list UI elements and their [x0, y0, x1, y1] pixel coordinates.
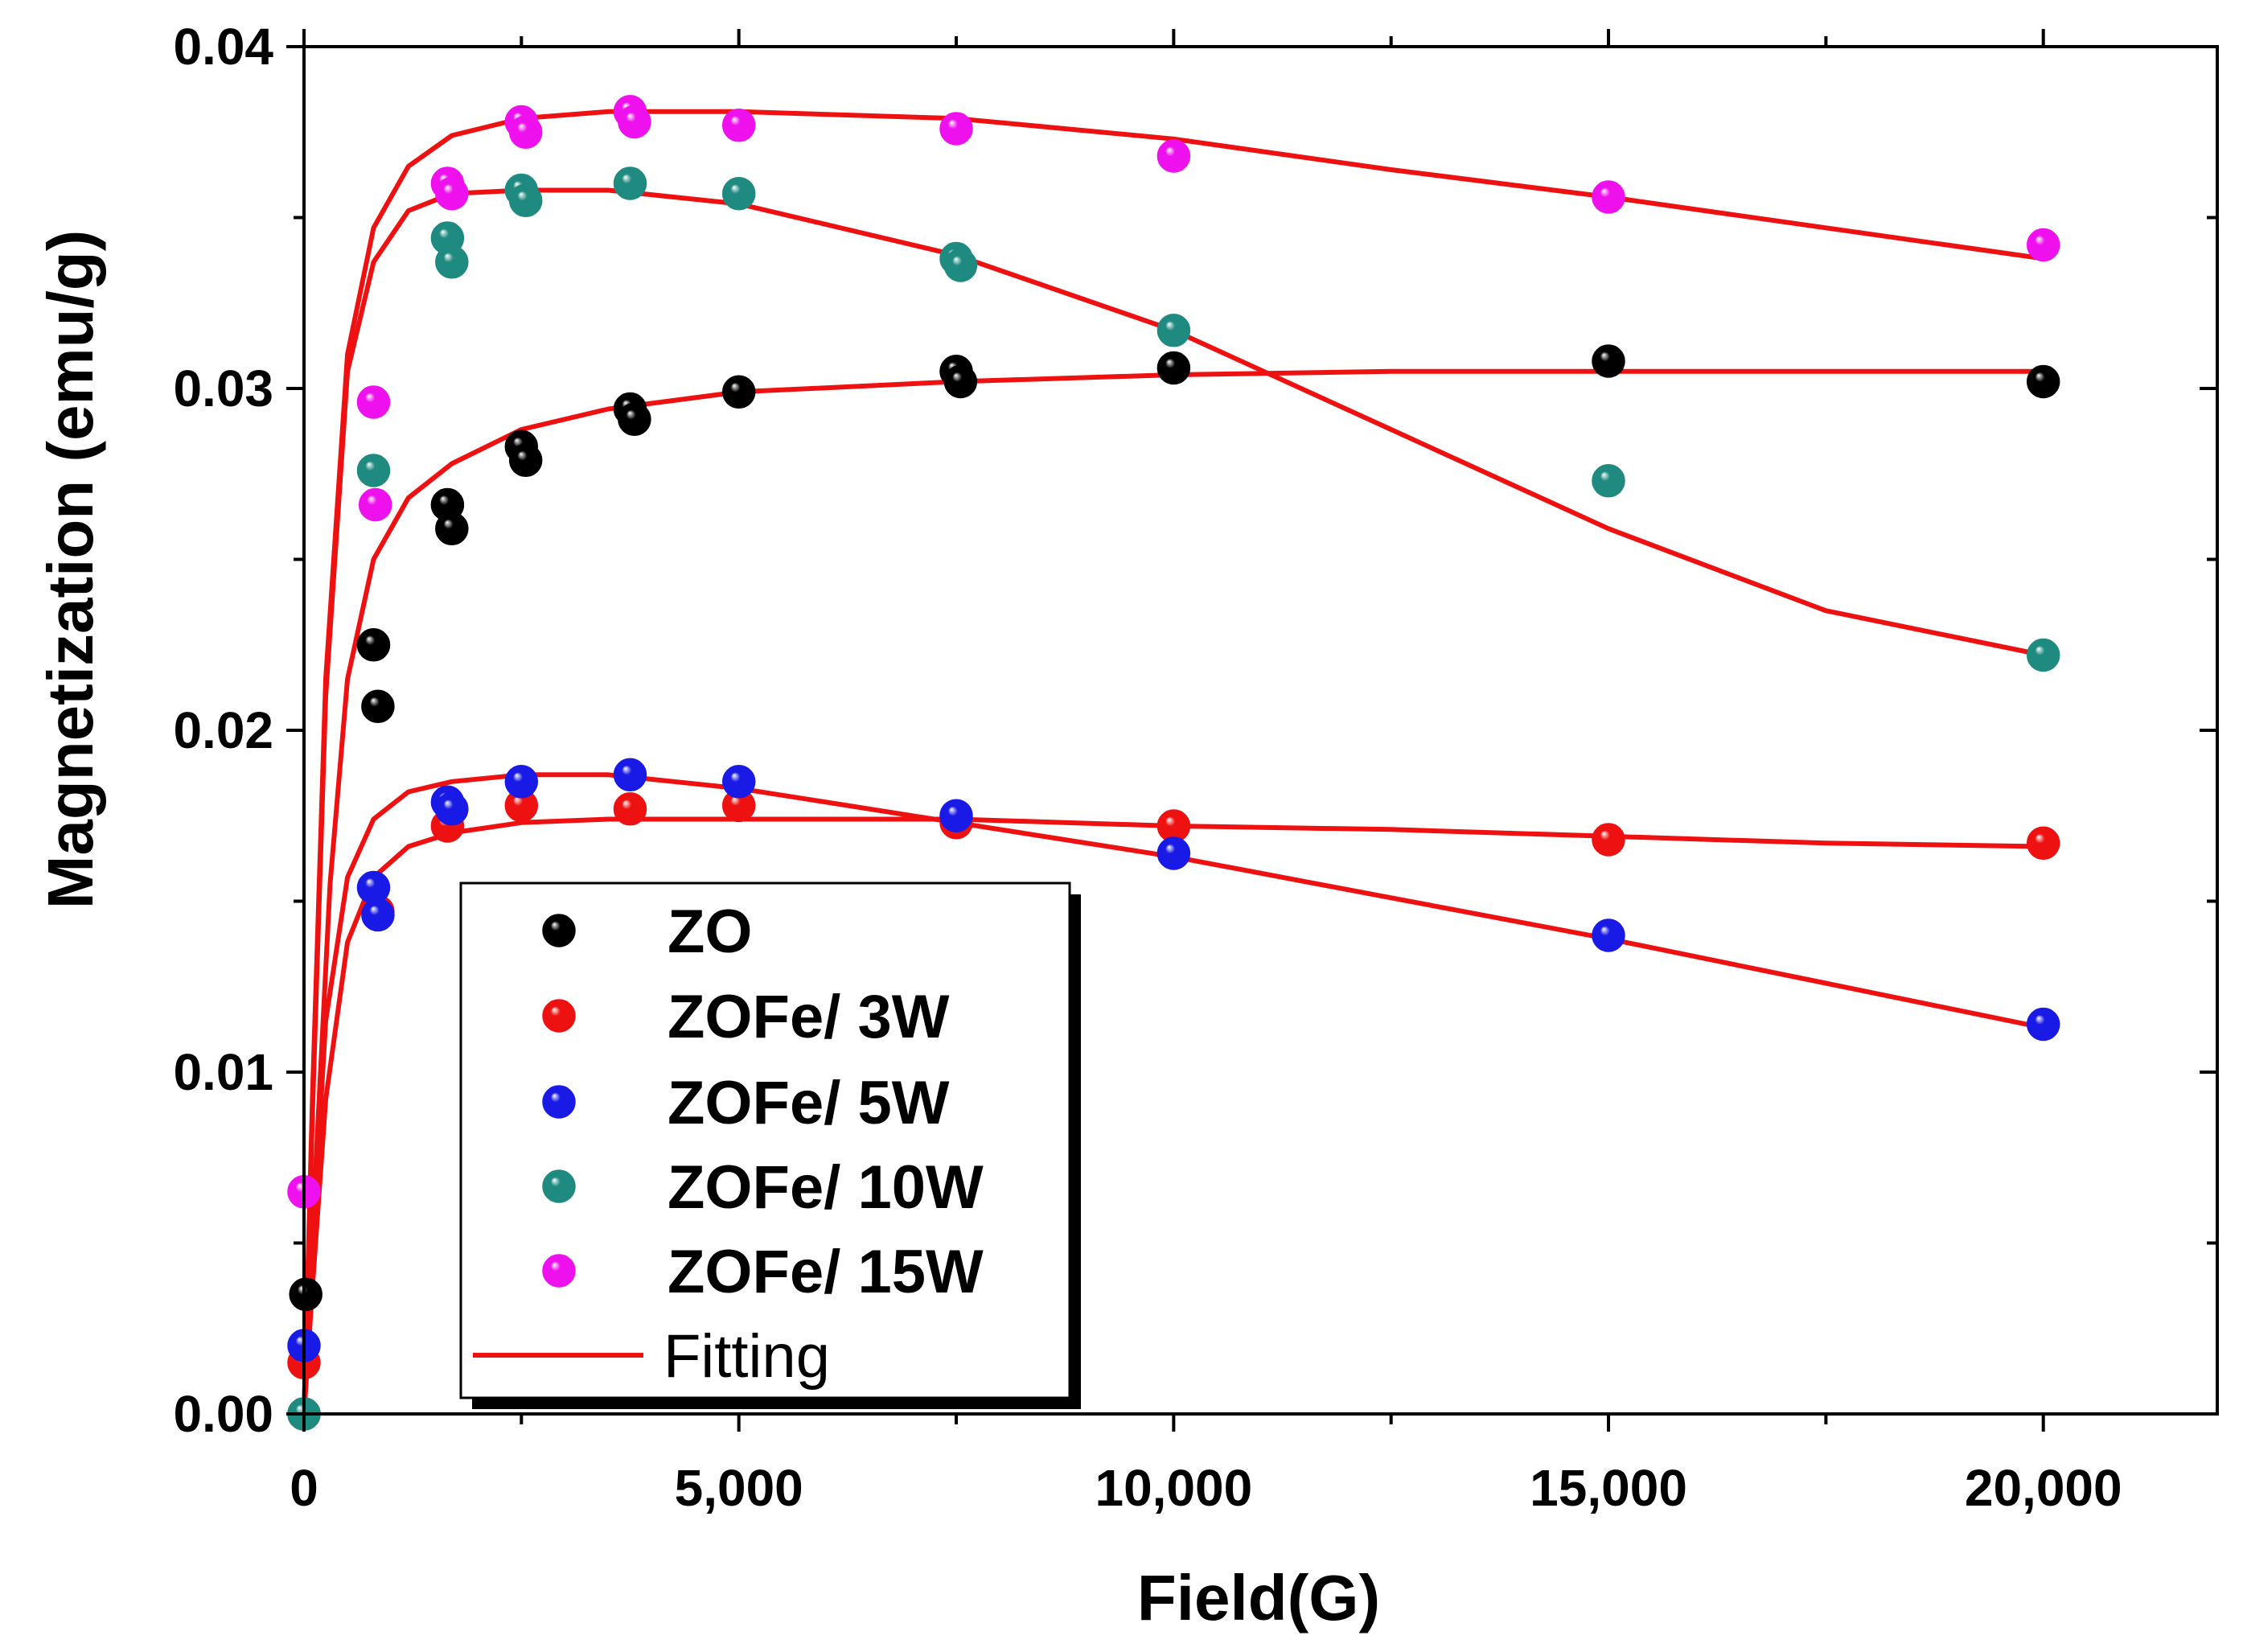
data-point-zofe-15w: [2026, 228, 2060, 262]
data-points: [287, 95, 2060, 1431]
data-point-zo: [1156, 351, 1191, 385]
data-point-zo: [435, 512, 469, 546]
y-axis-title: Magnetization (emu/g): [35, 230, 106, 909]
legend-label: ZOFe/ 15W: [668, 1238, 984, 1306]
fit-curve: [302, 772, 2044, 1415]
data-point-zofe-3w: [2026, 826, 2060, 861]
data-point-zofe-5w: [1592, 918, 1625, 952]
data-point-zofe-3w: [1592, 823, 1625, 857]
data-point-zo: [943, 364, 978, 399]
data-point-zo: [289, 1277, 322, 1312]
data-point-zo: [618, 402, 651, 437]
data-point-zo: [361, 689, 395, 724]
fit-curve: [302, 816, 2044, 1415]
data-point-zofe-15w: [508, 115, 543, 150]
legend-label: ZO: [668, 898, 753, 966]
x-tick-label: 0: [290, 1459, 318, 1517]
legend-marker: [542, 914, 576, 947]
x-tick-label: 20,000: [1965, 1459, 2122, 1517]
fit-curves: [302, 109, 2044, 1415]
data-point-zo: [508, 443, 543, 478]
data-point-zofe-5w: [939, 799, 973, 832]
data-point-zofe-10w: [508, 183, 543, 218]
data-point-zo: [721, 375, 756, 409]
legend-label: ZOFe/ 10W: [668, 1153, 984, 1222]
y-tick-label: 0.01: [173, 1043, 273, 1101]
y-tick-label: 0.03: [173, 360, 273, 417]
data-point-zofe-15w: [435, 176, 469, 211]
data-point-zofe-5w: [504, 765, 539, 799]
legend-label: ZOFe/ 5W: [668, 1069, 950, 1137]
legend-marker: [542, 1085, 576, 1119]
data-point-zofe-15w: [721, 109, 756, 142]
data-point-zofe-5w: [435, 792, 469, 826]
axes: [286, 29, 2219, 1432]
data-point-zofe-10w: [2026, 638, 2060, 672]
data-point-zofe-10w: [943, 249, 978, 282]
data-point-zofe-10w: [721, 176, 756, 211]
legend-marker: [542, 999, 576, 1033]
data-point-zofe-3w: [613, 792, 647, 826]
legend-fit-label: Fitting: [663, 1322, 830, 1391]
x-tick-label: 10,000: [1095, 1459, 1252, 1517]
y-tick-label: 0.02: [173, 701, 273, 759]
data-point-zofe-10w: [1592, 464, 1625, 498]
y-tick-label: 0.00: [173, 1385, 273, 1443]
fit-curve: [302, 109, 2044, 1415]
data-point-zofe-5w: [1156, 836, 1191, 870]
x-tick-label: 5,000: [675, 1459, 803, 1517]
data-point-zofe-5w: [2026, 1007, 2060, 1042]
tick-labels: 0 5,000 10,000 15,000 20,000 0.00 0.01 0.02 0.03…: [173, 18, 2122, 1517]
data-point-zofe-15w: [1592, 180, 1625, 214]
data-point-zo: [356, 628, 391, 662]
legend-box: [459, 881, 1071, 1399]
fit-curve: [302, 368, 2044, 1415]
data-point-zofe-10w: [435, 245, 469, 279]
data-point-zofe-15w: [358, 487, 392, 522]
data-point-zofe-15w: [356, 385, 391, 419]
data-point-zofe-15w: [1156, 139, 1191, 173]
y-tick-label: 0.04: [173, 18, 273, 76]
data-point-zofe-5w: [613, 758, 647, 792]
x-axis-title: Field(G): [1137, 1562, 1380, 1634]
data-point-zo: [1592, 344, 1625, 378]
legend-marker: [542, 1254, 576, 1288]
data-point-zofe-10w: [356, 454, 391, 487]
data-point-zofe-5w: [721, 765, 756, 799]
legend-marker: [542, 1169, 576, 1203]
data-point-zofe-5w: [361, 898, 395, 932]
data-point-zofe-10w: [613, 166, 647, 200]
data-point-zofe-10w: [1156, 314, 1191, 347]
data-point-zo: [2026, 364, 2060, 399]
legend-label: ZOFe/ 3W: [668, 983, 950, 1051]
data-point-zofe-15w: [939, 112, 973, 146]
data-point-zofe-15w: [618, 105, 651, 139]
x-tick-label: 15,000: [1530, 1459, 1687, 1517]
legend: ZO ZOFe/ 3W ZOFe/ 5W ZOFe/ 10W ZOFe/ 15W Fitt…: [459, 881, 1081, 1409]
